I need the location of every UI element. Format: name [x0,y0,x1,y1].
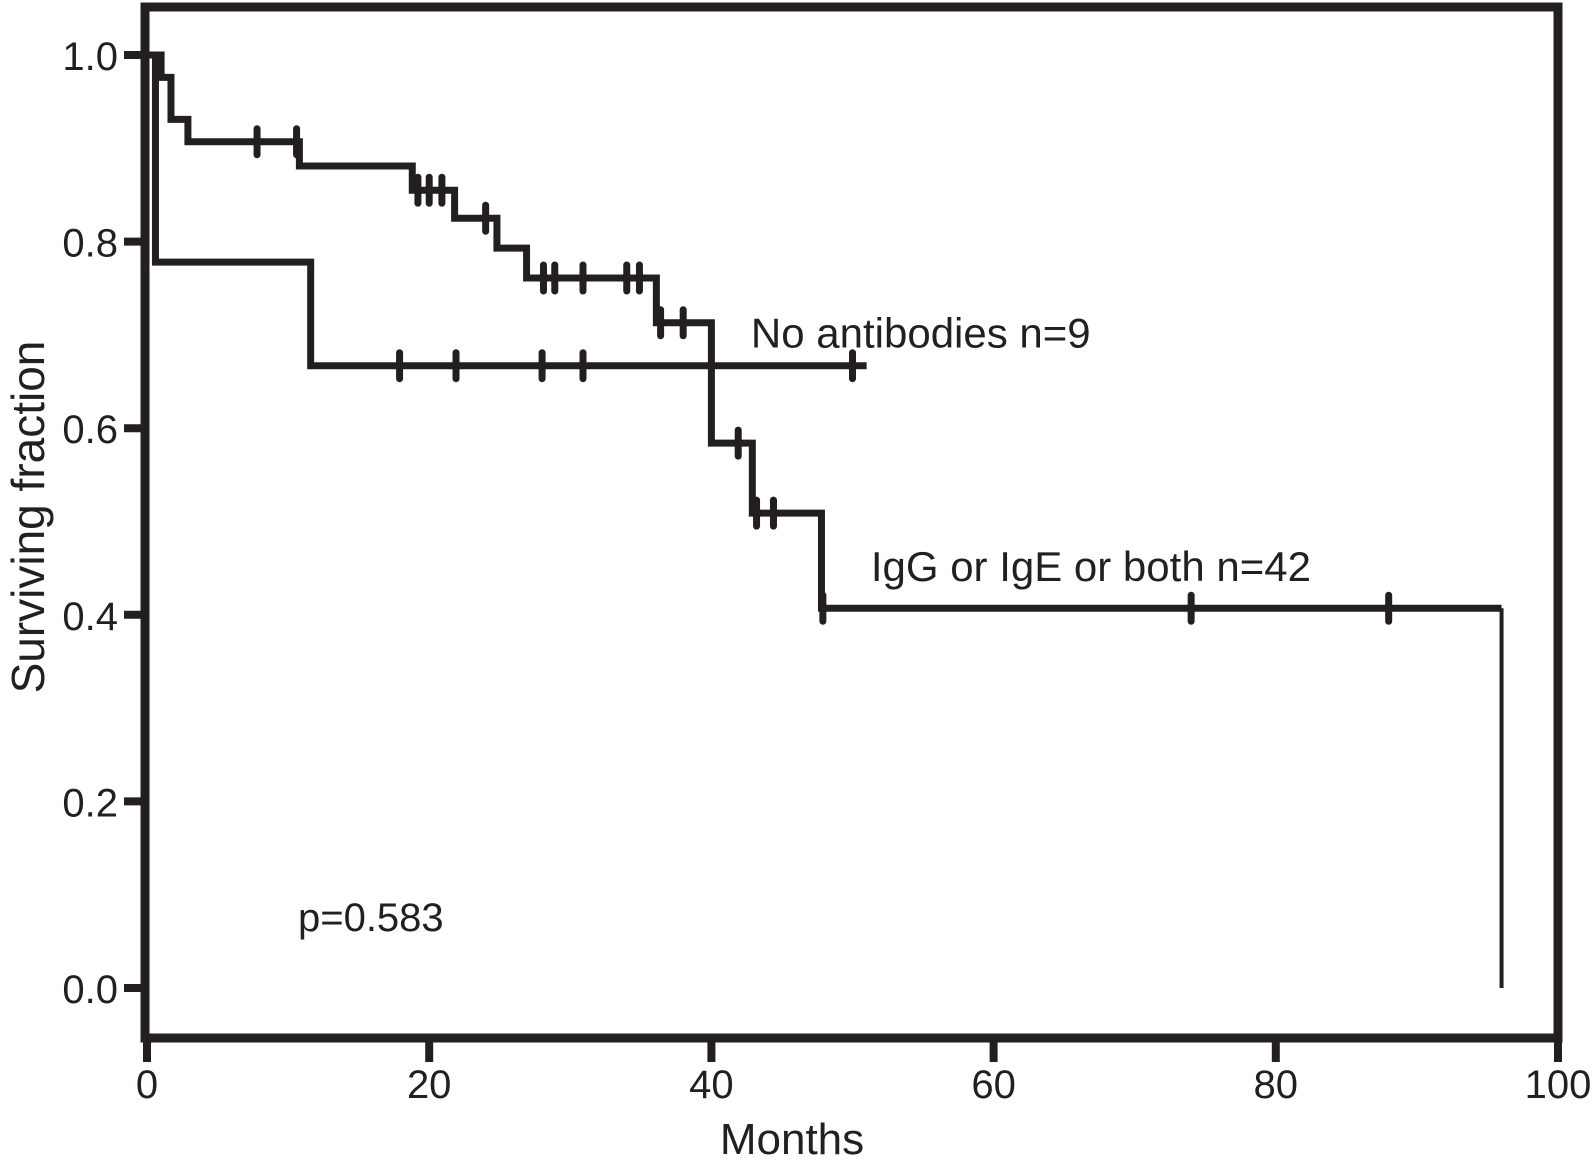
survival-curves [147,51,1504,988]
x-tick-label: 60 [971,1063,1016,1107]
x-tick-label: 80 [1254,1063,1299,1107]
censor-marks [253,125,1393,625]
annotation-p-0-583: p=0.583 [298,896,444,940]
x-tick-label: 100 [1525,1063,1592,1107]
y-tick-label: 0.8 [62,222,118,266]
y-tick-label: 0.6 [62,408,118,452]
x-tick-label: 0 [136,1063,158,1107]
y-tick-label: 0.4 [62,595,118,639]
y-tick-label: 0.0 [62,968,118,1012]
plot-frame [140,2,1563,1043]
series-label-no-antibodies-n-9: No antibodies n=9 [751,310,1091,357]
series-label-igg-or-ige-or-both-n-42: IgG or IgE or both n=42 [871,543,1311,590]
y-axis-ticks: 1.0 0.8 0.6 0.4 0.2 0.0 [62,35,145,1012]
x-axis-title: Months [719,1115,865,1164]
x-tick-label: 40 [689,1063,734,1107]
survival-curve-igg-or-ige-or-both-n-42 [147,51,1502,612]
x-axis-ticks: 0 20 40 60 80 100 [136,1042,1592,1107]
annotations: p=0.583 [298,896,444,940]
series-labels: No antibodies n=9 IgG or IgE or both n=42 [751,310,1311,590]
x-tick-label: 20 [407,1063,452,1107]
y-axis-title: Surviving fraction [2,340,54,694]
y-tick-label: 0.2 [62,781,118,825]
y-tick-label: 1.0 [62,35,118,79]
